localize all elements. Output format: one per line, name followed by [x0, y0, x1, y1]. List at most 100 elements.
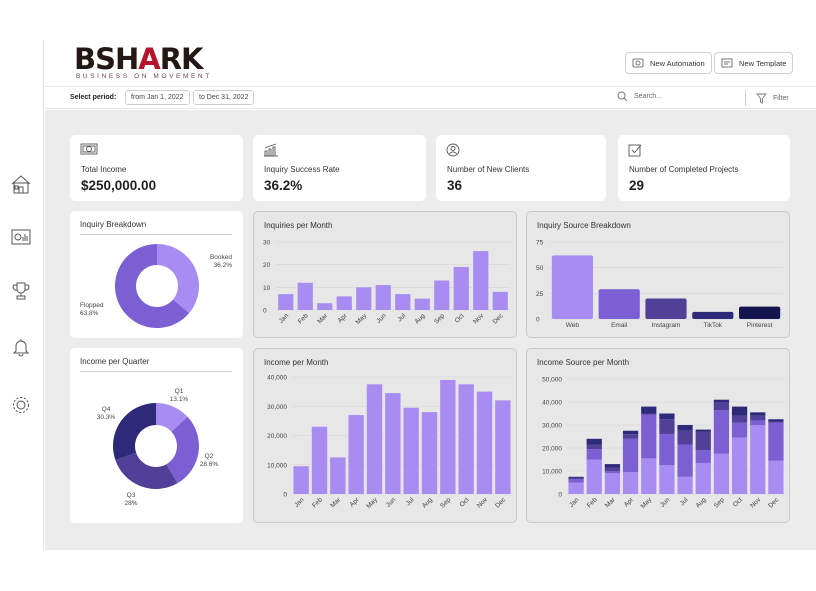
x-tick-label: Jan — [278, 312, 291, 325]
y-tick-label: 20 — [263, 262, 271, 269]
income-per-month-card: Income per Month 0 10,000 20,000 30,000 40,0… — [253, 348, 517, 523]
x-tick-label: Apr — [337, 312, 350, 325]
bar-segment — [695, 450, 711, 463]
bar-segment — [641, 413, 657, 415]
search-box[interactable]: Search... — [617, 91, 662, 102]
bar — [336, 296, 352, 310]
inquiry-source-card: Inquiry Source Breakdown 0 25 50 75 Web Email… — [526, 211, 790, 338]
x-tick-label: Apr — [348, 496, 361, 509]
income-source-per-month-chart: 0 10,000 20,000 30,000 40,000 50,000 Jan Feb Mar… — [542, 377, 785, 510]
bar — [317, 303, 333, 310]
pie-slice — [113, 403, 156, 461]
analytics-icon[interactable] — [10, 226, 32, 248]
bar-segment — [604, 467, 621, 471]
divider — [80, 234, 232, 235]
bar — [297, 282, 313, 310]
panel-title: Inquiry Source Breakdown — [537, 221, 631, 230]
y-tick-label: 20,000 — [542, 446, 562, 453]
bar — [356, 287, 372, 310]
date-from-field[interactable]: from Jan 1, 2022 — [125, 90, 190, 105]
stat-title: Total Income — [81, 165, 127, 174]
pie-slice — [114, 244, 190, 328]
bar-segment — [695, 462, 711, 494]
x-tick-label: Jul — [405, 496, 416, 507]
bar-segment — [731, 415, 748, 423]
bar-chart-icon — [264, 143, 278, 157]
x-tick-label: Apr — [623, 496, 636, 509]
stat-value: 29 — [629, 178, 645, 193]
slice-percent: 13.1% — [170, 396, 189, 403]
x-tick-label: May — [640, 496, 654, 510]
bar-segment — [750, 412, 766, 416]
dashboard-main: Total Income $250,000.00 Inquiry Success… — [45, 110, 816, 550]
bar-segment — [768, 460, 784, 494]
bar-segment — [731, 406, 748, 416]
x-tick-label: Aug — [695, 496, 708, 509]
panel-title: Income Source per Month — [537, 358, 630, 367]
bar — [458, 384, 474, 494]
y-tick-label: 25 — [536, 291, 544, 298]
new-automation-button[interactable]: New Automation — [625, 52, 712, 74]
slice-percent: 28.6% — [200, 461, 219, 468]
bar-segment — [750, 420, 766, 425]
stat-title: Inquiry Success Rate — [264, 165, 340, 174]
filter-toolbar: Select period: from Jan 1, 2022 to Dec 3… — [45, 86, 816, 109]
x-tick-label: Dec — [492, 312, 506, 326]
bar-segment — [659, 434, 675, 466]
bar — [692, 311, 734, 319]
money-icon — [80, 143, 98, 155]
x-tick-label: Dec — [767, 496, 781, 510]
bell-icon[interactable] — [10, 336, 32, 358]
x-tick-label: Oct — [458, 496, 470, 508]
x-tick-label: TikTok — [704, 322, 723, 329]
bar — [421, 412, 438, 494]
bar-segment — [622, 434, 639, 439]
bar-segment — [568, 476, 584, 478]
automation-icon — [632, 58, 644, 68]
search-placeholder: Search... — [634, 93, 663, 100]
bar — [453, 266, 469, 310]
x-tick-label: Sep — [439, 496, 452, 509]
bar-segment — [713, 410, 730, 454]
slice-label: Q3 — [127, 492, 136, 499]
trophy-icon[interactable] — [10, 280, 32, 302]
y-tick-label: 75 — [536, 240, 544, 247]
slice-percent: 30.3% — [97, 414, 116, 421]
new-template-button[interactable]: New Template — [714, 52, 794, 74]
bar-segment — [586, 438, 602, 445]
x-tick-label: Pinterest — [747, 322, 773, 329]
bar-segment — [750, 425, 766, 494]
x-tick-label: Jul — [679, 496, 690, 507]
template-icon — [721, 58, 733, 68]
bar — [598, 289, 640, 319]
x-tick-label: Nov — [472, 312, 486, 326]
bar-segment — [677, 430, 693, 445]
date-to-field[interactable]: to Dec 31, 2022 — [193, 90, 255, 105]
gear-icon[interactable] — [10, 394, 32, 416]
pie-slice — [157, 244, 199, 314]
bar — [434, 280, 450, 310]
y-tick-label: 30,000 — [267, 404, 287, 411]
pie-slice — [166, 416, 200, 484]
brand-logo[interactable]: BSHARK BUSINESS ON MOVEMENT — [74, 44, 212, 80]
home-icon[interactable] — [10, 173, 32, 195]
x-tick-label: Email — [611, 322, 628, 329]
bar — [473, 251, 489, 310]
income-per-quarter-card: Income per Quarter Q1 13.1% Q2 28.6% Q3 28% Q4… — [70, 348, 243, 523]
sidebar — [0, 40, 44, 550]
bar-segment — [713, 402, 730, 411]
panel-title: Inquiry Breakdown — [80, 220, 147, 229]
bar-segment — [768, 421, 784, 423]
header: BSHARK BUSINESS ON MOVEMENT New Automati… — [45, 40, 816, 86]
income-source-per-month-card: Income Source per Month 0 10,000 20,000 30,… — [526, 348, 790, 523]
x-tick-label: Jun — [375, 312, 388, 325]
bar-segment — [750, 415, 766, 421]
slice-label: Booked — [210, 254, 232, 261]
filter-button[interactable]: Filter — [745, 90, 789, 106]
bar — [495, 400, 511, 494]
y-tick-label: 0 — [558, 492, 562, 499]
bar-segment — [568, 477, 584, 480]
y-tick-label: 50,000 — [542, 377, 562, 384]
bar — [440, 379, 456, 494]
